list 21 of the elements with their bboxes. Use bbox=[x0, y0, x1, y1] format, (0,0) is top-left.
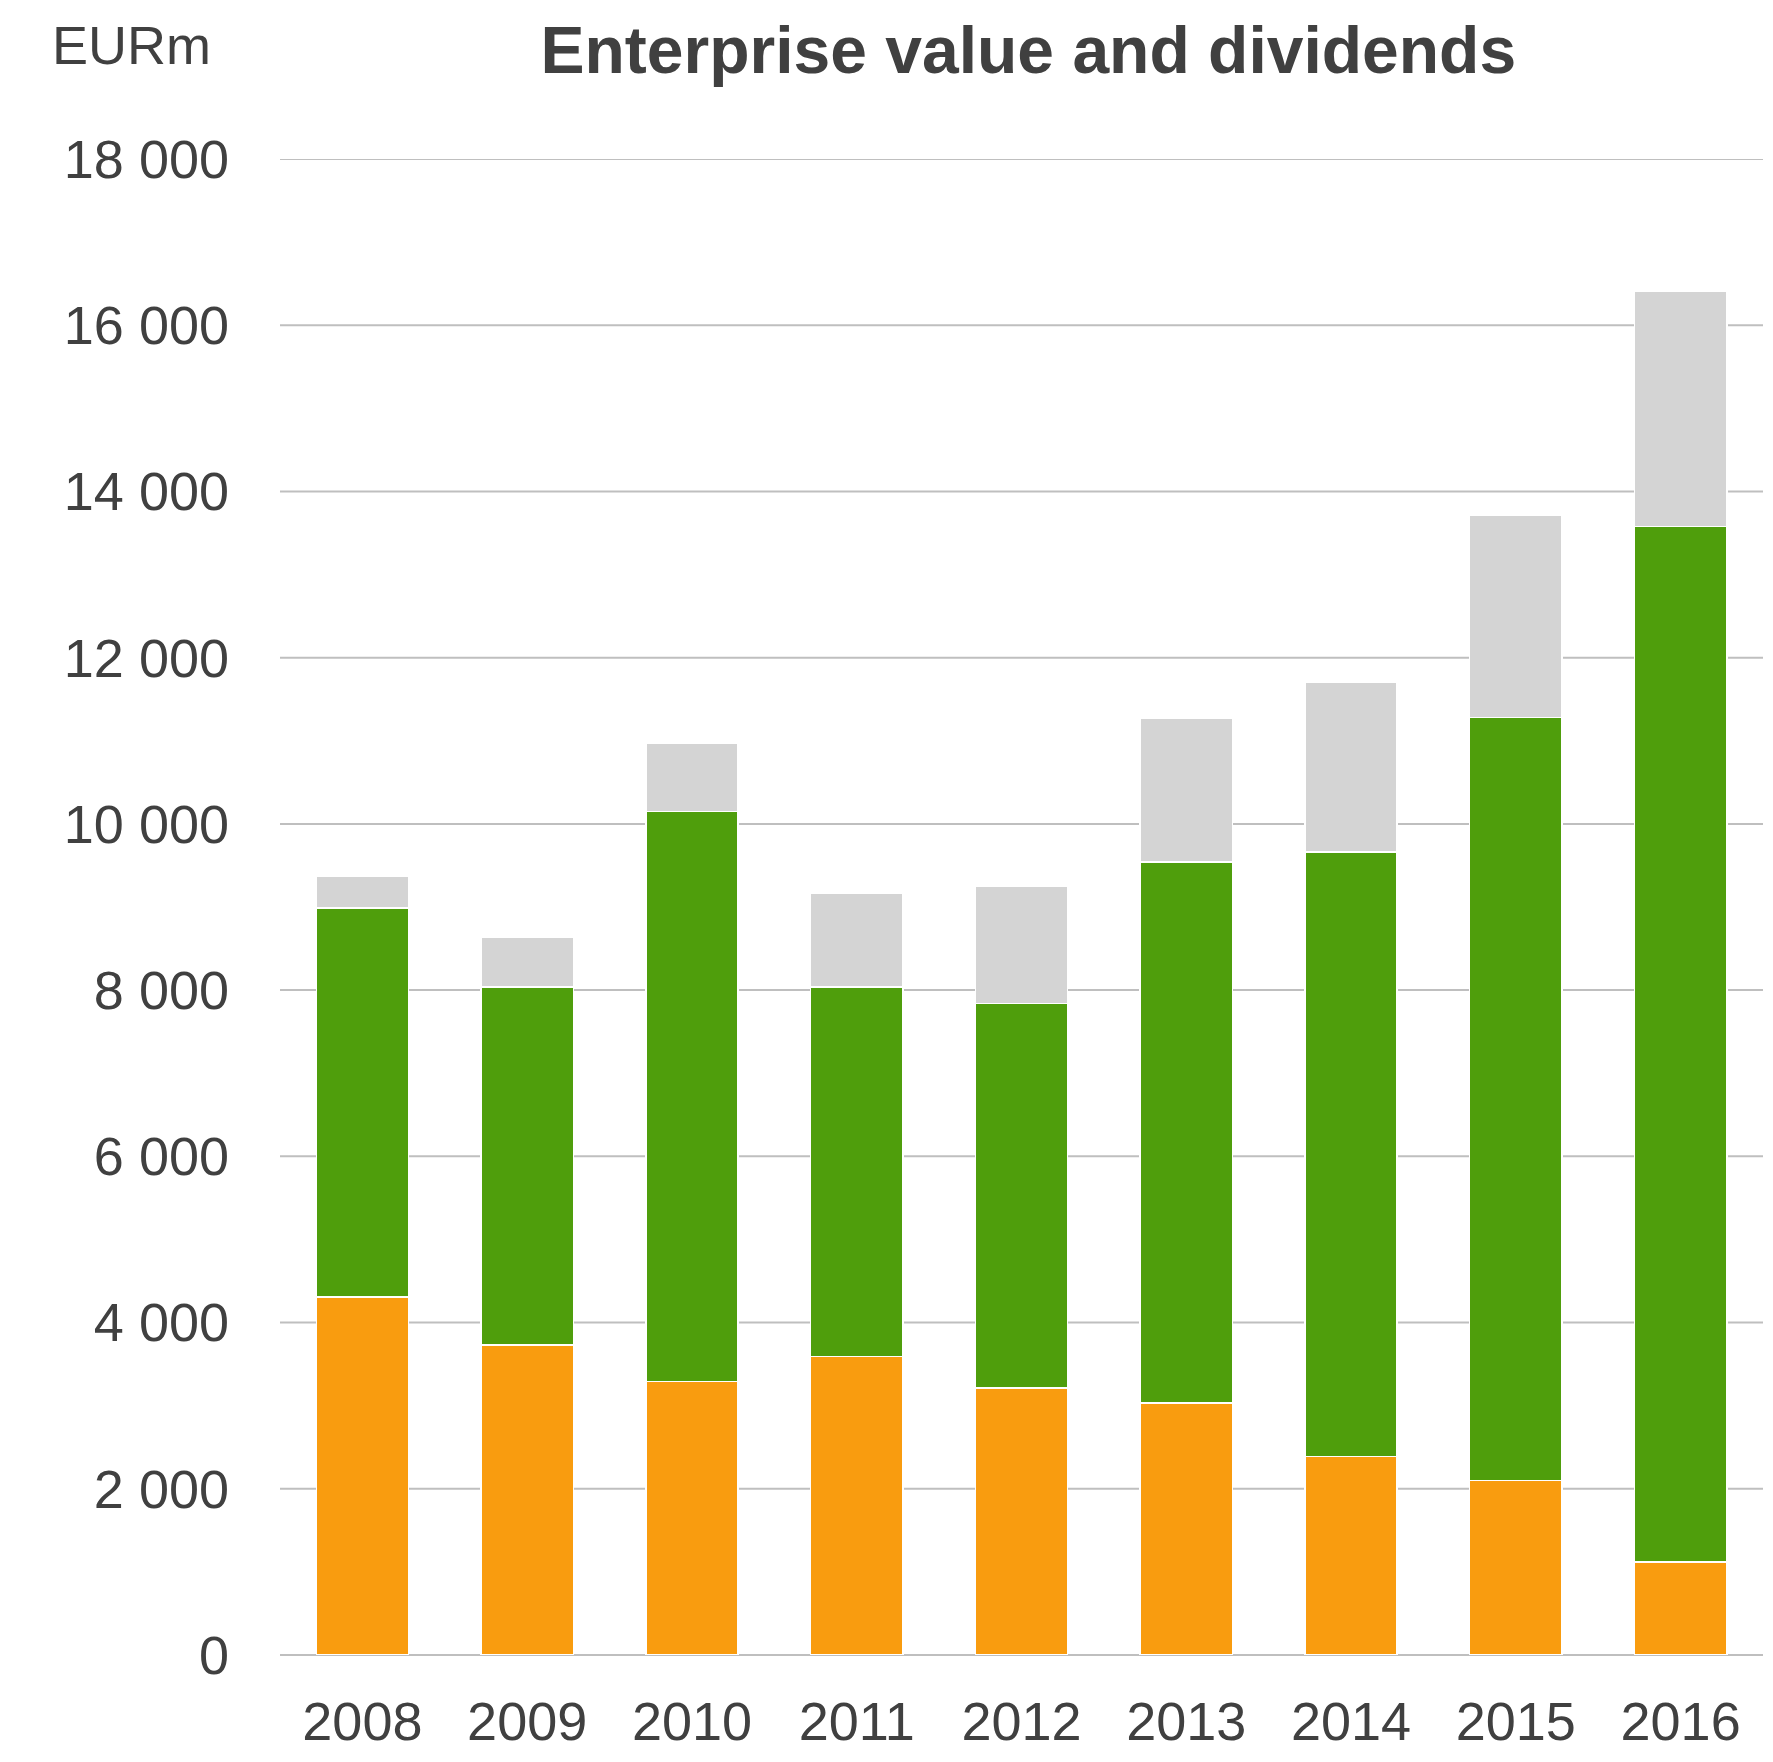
y-tick-label: 12 000 bbox=[63, 627, 229, 688]
y-tick-label: 8 000 bbox=[93, 960, 229, 1021]
x-tick-label: 2014 bbox=[1290, 1691, 1412, 1751]
y-tick-label: 6 000 bbox=[93, 1126, 229, 1187]
y-axis-title: EURm bbox=[52, 15, 211, 75]
x-tick-label: 2011 bbox=[798, 1691, 915, 1751]
y-tick-label: 16 000 bbox=[63, 295, 229, 356]
chart-title: Enterprise value and dividends bbox=[540, 12, 1517, 87]
x-tick-label: 2010 bbox=[631, 1691, 753, 1751]
x-tick-label: 2016 bbox=[1620, 1691, 1741, 1751]
y-tick-label: 4 000 bbox=[93, 1292, 229, 1353]
x-tick-label: 2012 bbox=[961, 1691, 1082, 1751]
x-tick-label: 2008 bbox=[302, 1691, 423, 1751]
y-tick-label: 2 000 bbox=[93, 1458, 229, 1519]
x-tick-label: 2013 bbox=[1126, 1691, 1247, 1751]
y-tick-label: 14 000 bbox=[63, 461, 229, 522]
y-tick-label: 0 bbox=[198, 1624, 229, 1685]
y-tick-label: 18 000 bbox=[63, 128, 229, 189]
y-tick-label: 10 000 bbox=[63, 793, 229, 854]
x-tick-label: 2015 bbox=[1455, 1691, 1576, 1751]
x-tick-label: 2009 bbox=[467, 1691, 588, 1751]
